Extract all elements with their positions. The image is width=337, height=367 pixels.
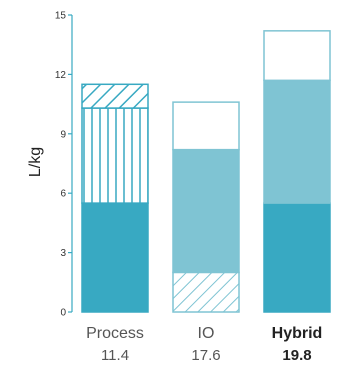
bar-process [81, 83, 149, 313]
category-total: 11.4 [101, 347, 129, 364]
bars [81, 30, 331, 313]
category-total: 19.8 [282, 347, 311, 364]
y-tick-label: 9 [60, 129, 66, 140]
bar-segment [172, 101, 240, 151]
y-tick-label: 6 [60, 189, 66, 200]
bar-segment [172, 148, 240, 274]
bar-io [172, 101, 240, 313]
y-axis: 0 3 6 9 12 15 [55, 11, 73, 319]
bar-segment [263, 30, 331, 82]
y-tick-label: 15 [55, 11, 67, 22]
bar-segment [81, 202, 149, 313]
bar-segment [81, 107, 149, 204]
bar-segment [263, 79, 331, 204]
bar-segment [172, 271, 240, 313]
y-axis-title: L/kg [27, 147, 44, 177]
y-tick-label: 12 [55, 70, 67, 81]
bar-segment [81, 83, 149, 109]
y-tick-label: 0 [60, 308, 66, 319]
category-label: Process [86, 325, 144, 342]
y-tick-label: 3 [60, 248, 66, 259]
category-label: Hybrid [272, 325, 323, 342]
category-total: 17.6 [191, 347, 220, 364]
category-label: IO [198, 325, 215, 342]
bar-segment [263, 202, 331, 313]
category-labels: Process 11.4 IO 17.6 Hybrid 19.8 [86, 325, 322, 364]
bar-hybrid [263, 30, 331, 313]
